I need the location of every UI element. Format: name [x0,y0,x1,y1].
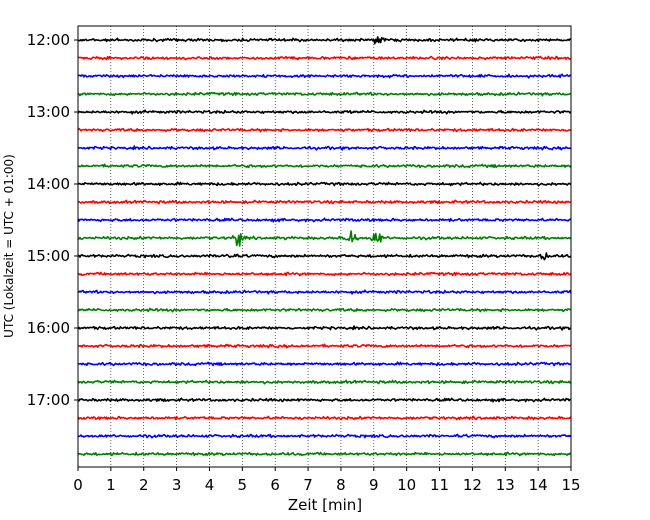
x-tick-label: 7 [303,476,313,494]
trace-line [77,271,572,277]
x-tick-label: 0 [73,476,83,494]
trace-line [77,433,572,439]
x-tick-label: 10 [397,476,416,494]
x-tick-label: 4 [205,476,215,494]
trace-line [77,55,572,61]
trace-line [77,73,572,79]
x-tick-label: 6 [270,476,280,494]
trace-line [77,415,572,421]
trace-line [77,199,572,205]
trace-line [77,397,572,403]
trace-line [77,145,572,151]
y-axis-label: UTC (Lokalzeit = UTC + 01:00) [2,154,16,338]
trace-line [77,252,572,261]
x-tick-label: 12 [463,476,482,494]
x-axis-ticks: 0 1 2 3 4 5 6 7 8 9 10 11 12 13 14 15 [73,467,581,494]
seismic-traces [77,36,572,457]
y-tick-label: 12:00 [27,31,70,49]
x-tick-label: 3 [172,476,182,494]
trace-line [77,361,572,367]
trace-line [77,451,572,457]
trace-line [77,109,572,115]
x-tick-label: 11 [430,476,449,494]
x-tick-label: 14 [529,476,548,494]
y-tick-label: 15:00 [27,247,70,265]
trace-line [77,36,572,45]
trace-line [77,289,572,295]
trace-line [77,217,572,223]
y-axis-ticks: 12:00 13:00 14:00 15:00 16:00 17:00 [27,31,78,409]
trace-line [77,325,572,331]
y-tick-label: 13:00 [27,103,70,121]
trace-line [77,230,572,247]
x-axis-label: Zeit [min] [288,496,362,514]
x-tick-label: 1 [106,476,116,494]
x-tick-label: 15 [561,476,580,494]
trace-line [77,343,572,349]
trace-line [77,127,572,133]
trace-line [77,379,572,385]
x-tick-label: 5 [238,476,248,494]
plot-frame [77,25,572,468]
trace-line [77,307,572,313]
trace-line [77,163,572,169]
trace-line [77,91,572,97]
x-tick-label: 2 [139,476,149,494]
y-tick-label: 16:00 [27,319,70,337]
y-tick-label: 17:00 [27,391,70,409]
x-tick-label: 13 [496,476,515,494]
trace-line [77,181,572,187]
y-tick-label: 14:00 [27,175,70,193]
x-tick-label: 9 [369,476,379,494]
x-tick-label: 8 [336,476,346,494]
